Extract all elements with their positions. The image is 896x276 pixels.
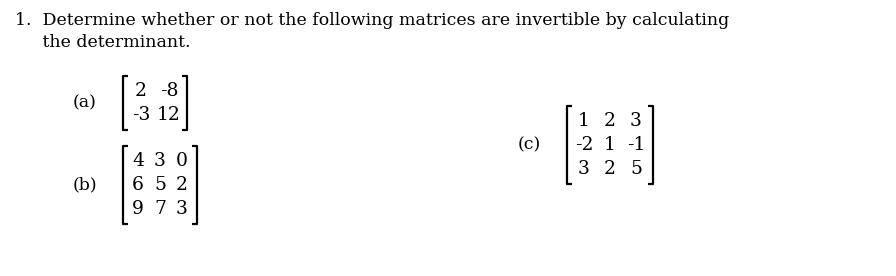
Text: -3: -3 [132, 106, 151, 124]
Text: -1: -1 [627, 136, 645, 154]
Text: 4: 4 [132, 152, 144, 170]
Text: 3: 3 [154, 152, 166, 170]
Text: 1.  Determine whether or not the following matrices are invertible by calculatin: 1. Determine whether or not the followin… [15, 12, 729, 29]
Text: (a): (a) [73, 94, 97, 112]
Text: 1: 1 [578, 112, 590, 130]
Text: 2: 2 [604, 112, 616, 130]
Text: 3: 3 [578, 160, 590, 178]
Text: 2: 2 [604, 160, 616, 178]
Text: -2: -2 [574, 136, 593, 154]
Text: -8: -8 [159, 82, 178, 100]
Text: 2: 2 [176, 176, 188, 194]
Text: 1: 1 [604, 136, 616, 154]
Text: 0: 0 [176, 152, 188, 170]
Text: 3: 3 [176, 200, 188, 218]
Text: the determinant.: the determinant. [15, 34, 191, 51]
Text: 12: 12 [157, 106, 181, 124]
Text: 7: 7 [154, 200, 166, 218]
Text: 9: 9 [132, 200, 144, 218]
Text: 3: 3 [630, 112, 642, 130]
Text: 2: 2 [135, 82, 147, 100]
Text: (c): (c) [518, 137, 541, 153]
Text: 5: 5 [154, 176, 166, 194]
Text: 6: 6 [132, 176, 144, 194]
Text: 5: 5 [630, 160, 642, 178]
Text: (b): (b) [73, 176, 97, 193]
